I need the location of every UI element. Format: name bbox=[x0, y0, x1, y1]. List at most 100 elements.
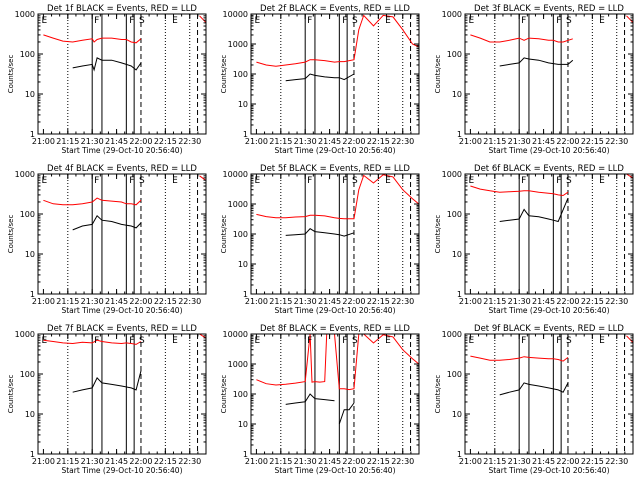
x-tick-label: 22:00 bbox=[342, 297, 365, 306]
event-marker-label: F bbox=[129, 336, 134, 346]
y-tick-label: 10 bbox=[452, 250, 462, 259]
y-tick-label: 100 bbox=[233, 70, 248, 79]
y-tick-label: 1000 bbox=[15, 10, 35, 19]
y-tick-label: 1000 bbox=[228, 40, 248, 49]
x-tick-label: 21:45 bbox=[105, 137, 128, 146]
panel-det-5: Det 5f BLACK = Events, RED = LLD 1 10 100 10… bbox=[220, 164, 420, 315]
y-tick-label: 100 bbox=[233, 390, 248, 399]
y-axis-label: Counts/sec bbox=[7, 55, 15, 94]
panel-det-3: Det 3f BLACK = Events, RED = LLD 1 10 100 10… bbox=[434, 4, 634, 155]
y-tick-label: 1000 bbox=[442, 10, 462, 19]
y-tick-label: 10 bbox=[238, 260, 248, 269]
x-tick-label: 21:45 bbox=[318, 297, 341, 306]
panel-title: Det 7f BLACK = Events, RED = LLD bbox=[47, 324, 197, 334]
y-axis-label: Counts/sec bbox=[220, 55, 228, 94]
x-axis-label: Start Time (29-Oct-10 20:56:40) bbox=[274, 146, 395, 155]
event-marker-label: E bbox=[468, 176, 474, 186]
event-marker-label: E bbox=[599, 176, 605, 186]
x-tick-label: 21:15 bbox=[56, 457, 79, 466]
y-tick-label: 10 bbox=[238, 100, 248, 109]
events-series-line bbox=[285, 228, 355, 237]
event-marker-label: E bbox=[41, 176, 47, 186]
event-marker-label: S bbox=[139, 176, 145, 186]
x-tick-label: 21:15 bbox=[269, 457, 292, 466]
y-tick-label: 100 bbox=[447, 370, 462, 379]
y-tick-label: 10 bbox=[25, 410, 35, 419]
panel-det-9: Det 9f BLACK = Events, RED = LLD 1 10 100 10… bbox=[434, 324, 634, 475]
x-tick-label: 21:45 bbox=[532, 297, 555, 306]
x-tick-label: 21:45 bbox=[532, 457, 555, 466]
event-marker-label: E bbox=[468, 16, 474, 26]
event-marker-label: E bbox=[172, 16, 178, 26]
y-tick-label: 1000 bbox=[228, 200, 248, 209]
y-tick-label: 1000 bbox=[442, 330, 462, 339]
event-marker-label: S bbox=[139, 16, 145, 26]
x-tick-label: 22:30 bbox=[391, 137, 414, 146]
x-tick-label: 22:15 bbox=[581, 457, 604, 466]
panel-title: Det 4f BLACK = Events, RED = LLD bbox=[47, 164, 197, 174]
y-axis-label: Counts/sec bbox=[434, 375, 442, 414]
event-marker-label: F bbox=[556, 336, 561, 346]
event-marker-label: F bbox=[307, 16, 312, 26]
y-tick-label: 1 bbox=[30, 130, 35, 139]
panel-det-1: Det 1f BLACK = Events, RED = LLD 1 10 100 10… bbox=[7, 4, 207, 155]
lld-series-line bbox=[626, 15, 633, 24]
x-tick-label: 22:15 bbox=[581, 297, 604, 306]
y-tick-label: 10 bbox=[25, 250, 35, 259]
x-tick-label: 21:30 bbox=[81, 457, 104, 466]
event-marker-label: F bbox=[307, 336, 312, 346]
lld-series-line bbox=[199, 15, 206, 24]
x-tick-label: 22:30 bbox=[391, 297, 414, 306]
x-tick-label: 22:00 bbox=[556, 297, 579, 306]
y-tick-label: 1 bbox=[457, 290, 462, 299]
event-marker-label: S bbox=[566, 336, 572, 346]
y-tick-label: 100 bbox=[233, 230, 248, 239]
event-marker-label: F bbox=[556, 176, 561, 186]
x-tick-label: 22:00 bbox=[342, 137, 365, 146]
y-tick-label: 10 bbox=[452, 90, 462, 99]
y-tick-label: 10000 bbox=[223, 10, 248, 19]
event-marker-label: E bbox=[172, 176, 178, 186]
y-axis-label: Counts/sec bbox=[220, 375, 228, 414]
x-tick-label: 21:15 bbox=[483, 137, 506, 146]
x-tick-label: 21:15 bbox=[483, 297, 506, 306]
lld-series-line bbox=[43, 34, 142, 44]
y-axis-label: Counts/sec bbox=[220, 215, 228, 254]
y-axis-label: Counts/sec bbox=[434, 215, 442, 254]
y-tick-label: 1 bbox=[30, 450, 35, 459]
event-marker-label: F bbox=[521, 16, 526, 26]
x-tick-label: 22:00 bbox=[129, 297, 152, 306]
lld-series-line bbox=[626, 174, 633, 179]
x-axis-label: Start Time (29-Oct-10 20:56:40) bbox=[488, 466, 609, 475]
lld-series-line bbox=[199, 175, 206, 182]
x-tick-label: 21:15 bbox=[56, 297, 79, 306]
plot-frame bbox=[37, 173, 207, 295]
y-tick-label: 100 bbox=[447, 50, 462, 59]
event-marker-label: F bbox=[521, 176, 526, 186]
x-tick-label: 22:30 bbox=[605, 457, 628, 466]
x-tick-label: 21:30 bbox=[81, 297, 104, 306]
event-marker-label: S bbox=[566, 16, 572, 26]
events-series-line bbox=[338, 402, 355, 425]
x-tick-label: 21:30 bbox=[294, 137, 317, 146]
x-tick-label: 21:00 bbox=[245, 297, 268, 306]
event-marker-label: E bbox=[254, 176, 260, 186]
x-tick-label: 21:00 bbox=[245, 137, 268, 146]
x-tick-label: 21:45 bbox=[532, 137, 555, 146]
lld-series-line bbox=[256, 334, 419, 391]
plot-frame bbox=[464, 13, 634, 135]
event-marker-label: F bbox=[129, 16, 134, 26]
y-tick-label: 1 bbox=[243, 290, 248, 299]
x-tick-label: 22:00 bbox=[556, 457, 579, 466]
x-axis-label: Start Time (29-Oct-10 20:56:40) bbox=[488, 146, 609, 155]
lld-series-line bbox=[470, 355, 569, 362]
events-series-line bbox=[499, 382, 569, 396]
plot-frame bbox=[464, 173, 634, 295]
lld-series-line bbox=[470, 185, 569, 197]
event-marker-label: S bbox=[566, 176, 572, 186]
y-tick-label: 10 bbox=[25, 90, 35, 99]
events-series-line bbox=[285, 73, 355, 82]
events-series-line bbox=[499, 197, 569, 223]
y-tick-label: 1 bbox=[457, 130, 462, 139]
